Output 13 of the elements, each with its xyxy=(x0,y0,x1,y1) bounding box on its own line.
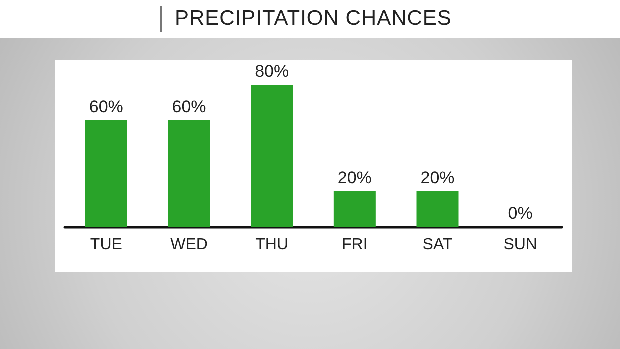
data-label: 60% xyxy=(172,98,206,116)
data-label: 0% xyxy=(508,204,533,223)
chart-title: PRECIPITATION CHANCES xyxy=(175,7,452,31)
x-tick-label: SUN xyxy=(504,236,538,254)
x-tick-label: TUE xyxy=(90,236,122,254)
data-label: 20% xyxy=(420,168,455,188)
data-label: 20% xyxy=(338,168,372,188)
x-tick-label: WED xyxy=(170,236,208,254)
x-tick-label: THU xyxy=(256,236,289,254)
x-tick-label: SAT xyxy=(422,236,453,254)
data-label: 80% xyxy=(255,62,290,81)
x-tick-label: FRI xyxy=(342,236,368,254)
data-label: 60% xyxy=(89,98,124,116)
